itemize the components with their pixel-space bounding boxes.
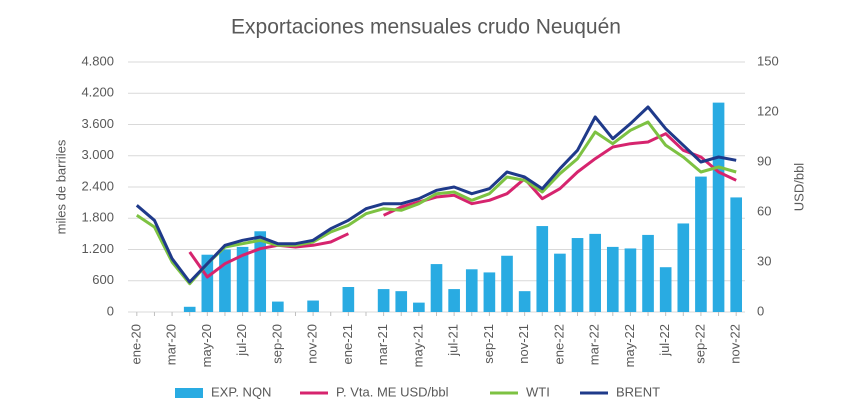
y2-tick-label: 90 bbox=[757, 153, 771, 168]
legend-label: P. Vta. ME USD/bbl bbox=[336, 384, 449, 399]
bar bbox=[254, 231, 267, 312]
bar bbox=[448, 289, 460, 312]
y2-tick-label: 30 bbox=[757, 253, 771, 268]
y2-tick-label: 0 bbox=[757, 303, 764, 318]
bar bbox=[395, 291, 408, 312]
x-tick-label: nov-22 bbox=[728, 324, 743, 364]
bar bbox=[236, 246, 249, 312]
x-tick-label: ene-22 bbox=[551, 324, 566, 364]
y2-tick-label: 60 bbox=[757, 203, 771, 218]
bar bbox=[642, 234, 654, 312]
y-tick-label: 3.000 bbox=[81, 147, 114, 162]
y-tick-label: 0 bbox=[107, 303, 114, 318]
y-tick-label: 4.200 bbox=[81, 85, 114, 100]
bar bbox=[377, 289, 390, 312]
bar bbox=[307, 300, 319, 312]
bar bbox=[430, 264, 443, 312]
x-tick-label: sep-20 bbox=[269, 324, 284, 364]
bar bbox=[183, 306, 196, 312]
y-tick-label: 2.400 bbox=[81, 178, 114, 193]
y2-tick-label: 150 bbox=[757, 53, 779, 68]
bar bbox=[624, 248, 637, 312]
x-tick-label: mar-21 bbox=[375, 324, 390, 365]
x-tick-label: jul-22 bbox=[657, 324, 672, 357]
x-tick-label: may-21 bbox=[410, 324, 425, 367]
x-tick-label: sep-21 bbox=[481, 324, 496, 364]
bar bbox=[677, 223, 690, 312]
x-tick-label: jul-20 bbox=[234, 324, 249, 357]
bar bbox=[536, 226, 549, 312]
x-tick-label: mar-22 bbox=[587, 324, 602, 365]
legend-label: EXP. NQN bbox=[211, 384, 271, 399]
bar bbox=[571, 238, 584, 312]
bar bbox=[272, 301, 284, 312]
bar bbox=[606, 246, 619, 312]
x-tick-label: ene-20 bbox=[128, 324, 143, 364]
bar bbox=[413, 302, 425, 312]
bar bbox=[501, 255, 513, 312]
y-axis-title: miles de barriles bbox=[53, 139, 68, 234]
line bbox=[188, 132, 737, 279]
y-tick-label: 600 bbox=[92, 272, 114, 287]
bar bbox=[518, 291, 531, 312]
bar bbox=[342, 287, 355, 312]
x-tick-label: mar-20 bbox=[164, 324, 179, 365]
y-tick-label: 3.600 bbox=[81, 116, 114, 131]
chart-title: Exportaciones mensuales crudo Neuquén bbox=[231, 16, 621, 39]
line bbox=[135, 120, 737, 286]
y-tick-label: 1.200 bbox=[81, 241, 114, 256]
bar bbox=[201, 254, 214, 312]
legend-label: BRENT bbox=[616, 384, 660, 399]
legend-label: WTI bbox=[526, 384, 550, 399]
x-tick-label: sep-22 bbox=[692, 324, 707, 364]
bar bbox=[483, 272, 496, 312]
x-tick-label: ene-21 bbox=[340, 324, 355, 364]
x-tick-label: may-20 bbox=[199, 324, 214, 367]
bar bbox=[712, 102, 725, 312]
y-tick-label: 4.800 bbox=[81, 53, 114, 68]
x-tick-label: may-22 bbox=[622, 324, 637, 367]
bar bbox=[659, 267, 672, 312]
bar bbox=[589, 233, 601, 312]
x-tick-label: jul-21 bbox=[446, 324, 461, 357]
bar bbox=[730, 197, 743, 312]
line bbox=[135, 105, 737, 284]
bar bbox=[465, 269, 478, 312]
legend-swatch bbox=[175, 388, 203, 398]
y2-tick-label: 120 bbox=[757, 103, 779, 118]
bar bbox=[554, 253, 566, 312]
bar bbox=[695, 176, 707, 312]
y2-axis-title: USD/bbl bbox=[791, 163, 806, 212]
x-tick-label: nov-21 bbox=[516, 324, 531, 364]
y-tick-label: 1.800 bbox=[81, 210, 114, 225]
x-tick-label: nov-20 bbox=[305, 324, 320, 364]
bar bbox=[219, 249, 231, 312]
